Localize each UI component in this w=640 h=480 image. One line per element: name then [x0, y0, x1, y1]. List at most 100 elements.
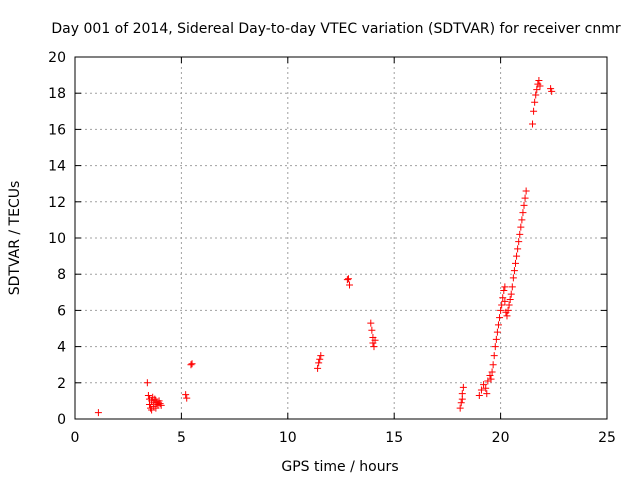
data-point — [491, 343, 499, 351]
data-point — [513, 252, 521, 260]
y-tick-label: 0 — [57, 412, 66, 428]
data-point — [508, 283, 516, 291]
data-point — [488, 368, 496, 376]
data-point — [529, 120, 537, 128]
x-axis-label: GPS time / hours — [281, 459, 398, 475]
y-tick-label: 16 — [48, 122, 66, 138]
data-point — [145, 401, 153, 409]
y-tick-label: 8 — [57, 267, 66, 283]
x-tick-label: 10 — [279, 430, 297, 446]
data-point — [370, 343, 378, 351]
data-point — [144, 391, 152, 399]
data-point — [487, 375, 495, 383]
y-axis-label: SDTVAR / TECUs — [7, 181, 23, 296]
data-point — [187, 361, 195, 369]
grid — [75, 57, 607, 419]
data-point — [459, 383, 467, 391]
data-point — [520, 201, 528, 209]
y-tick-label: 10 — [48, 231, 66, 247]
data-point — [483, 390, 491, 398]
y-tick-label: 14 — [48, 159, 66, 175]
y-tick-label: 6 — [57, 303, 66, 319]
data-point — [346, 281, 354, 289]
data-point — [343, 276, 351, 284]
data-point — [548, 87, 556, 95]
data-points — [94, 77, 556, 417]
data-point — [489, 361, 497, 369]
data-point — [482, 384, 490, 392]
data-point — [368, 326, 376, 334]
data-point — [521, 194, 529, 202]
data-point — [371, 336, 379, 344]
y-tick-label: 2 — [57, 376, 66, 392]
x-tick-label: 0 — [71, 430, 80, 446]
x-tick-label: 20 — [492, 430, 510, 446]
data-point — [492, 335, 500, 343]
data-point — [475, 391, 483, 399]
x-tick-label: 5 — [177, 430, 186, 446]
data-point — [510, 267, 518, 275]
axis-ticks: 0 5 10 15 20 25 0 2 4 6 8 10 12 14 16 18 20 — [48, 50, 616, 446]
data-point — [533, 86, 541, 94]
data-point — [496, 314, 504, 322]
data-point — [516, 230, 524, 238]
data-point — [480, 381, 488, 389]
data-point — [507, 290, 515, 298]
data-point — [497, 306, 505, 314]
data-point — [531, 98, 539, 106]
data-point — [317, 352, 325, 360]
x-tick-label: 15 — [385, 430, 403, 446]
data-point — [515, 238, 523, 246]
data-point — [151, 395, 159, 403]
data-point — [486, 372, 494, 380]
data-point — [535, 77, 543, 85]
data-point — [519, 209, 527, 217]
data-point — [522, 187, 530, 195]
data-point — [501, 297, 509, 305]
data-point — [490, 352, 498, 360]
data-point — [367, 319, 375, 327]
data-point — [156, 400, 164, 408]
data-point — [316, 355, 324, 363]
plot-frame — [74, 56, 608, 420]
data-point — [530, 107, 538, 115]
data-point — [501, 283, 509, 291]
data-point — [344, 275, 352, 283]
data-point — [477, 386, 485, 394]
y-tick-label: 18 — [48, 86, 66, 102]
data-point — [517, 223, 525, 231]
data-point — [315, 359, 323, 367]
data-point — [498, 301, 506, 309]
data-point — [314, 364, 322, 372]
data-point — [456, 404, 464, 412]
data-point — [183, 394, 191, 402]
data-point — [505, 301, 513, 309]
data-point — [509, 274, 517, 282]
data-point — [152, 404, 160, 412]
data-point — [148, 406, 156, 414]
data-point — [182, 391, 190, 399]
data-point — [188, 360, 196, 368]
y-tick-label: 12 — [48, 195, 66, 211]
data-point — [504, 306, 512, 314]
y-tick-label: 20 — [48, 50, 66, 66]
data-point — [94, 409, 102, 417]
data-point — [518, 216, 526, 224]
x-tick-label: 25 — [598, 430, 616, 446]
data-point — [157, 401, 165, 409]
data-point — [506, 296, 514, 304]
y-tick-label: 4 — [57, 340, 66, 356]
data-point — [493, 328, 501, 336]
data-point — [514, 245, 522, 253]
data-point — [494, 321, 502, 329]
data-point — [503, 312, 511, 320]
data-point — [457, 399, 465, 407]
chart-title: Day 001 of 2014, Sidereal Day-to-day VTE… — [51, 21, 620, 37]
data-point — [143, 379, 151, 387]
data-point — [500, 286, 508, 294]
data-point — [484, 377, 492, 385]
data-point — [499, 294, 507, 302]
data-point — [511, 259, 519, 267]
data-point — [458, 390, 466, 398]
